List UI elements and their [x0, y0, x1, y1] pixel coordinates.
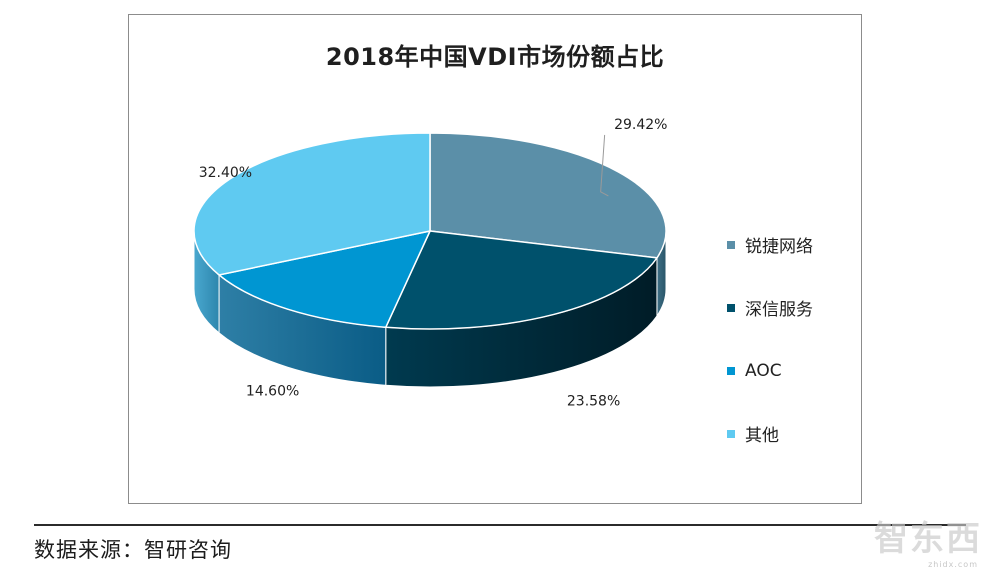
- source-divider: [34, 524, 966, 526]
- legend-item: 其他: [727, 402, 857, 465]
- legend-label: 锐捷网络: [745, 237, 813, 257]
- legend-swatch: [727, 303, 735, 312]
- legend: 锐捷网络 深信服务 AOC 其他: [727, 213, 857, 465]
- pie-slice: [193, 132, 431, 276]
- pie-chart: 29.42% 23.58% 14.60% 32.40%: [193, 117, 667, 409]
- pie-slice: [217, 229, 432, 329]
- pie-slice: [429, 132, 667, 259]
- slice-value-label: 14.60%: [246, 384, 299, 400]
- legend-item: AOC: [727, 339, 857, 402]
- slice-value-label: 32.40%: [199, 165, 252, 181]
- legend-label: 深信服务: [745, 300, 813, 320]
- legend-item: 深信服务: [727, 276, 857, 339]
- legend-swatch: [727, 429, 735, 438]
- watermark-logo: 智东西: [874, 519, 982, 559]
- watermark-url: zhidx.com: [928, 560, 978, 569]
- legend-swatch: [727, 366, 735, 375]
- legend-label: 其他: [745, 426, 779, 446]
- source-text: 数据来源：智研咨询: [34, 538, 232, 562]
- chart-frame: 2018年中国VDI市场份额占比 29.42% 23.58% 14.60% 32.4: [128, 14, 862, 504]
- legend-item: 锐捷网络: [727, 213, 857, 276]
- slice-value-label: 29.42%: [614, 117, 667, 133]
- legend-label: AOC: [745, 360, 782, 381]
- label-leader-line: [600, 134, 609, 197]
- slice-value-label: 23.58%: [567, 393, 620, 409]
- legend-swatch: [727, 240, 735, 249]
- pie-slice: [384, 230, 659, 330]
- chart-title: 2018年中国VDI市场份额占比: [325, 43, 665, 71]
